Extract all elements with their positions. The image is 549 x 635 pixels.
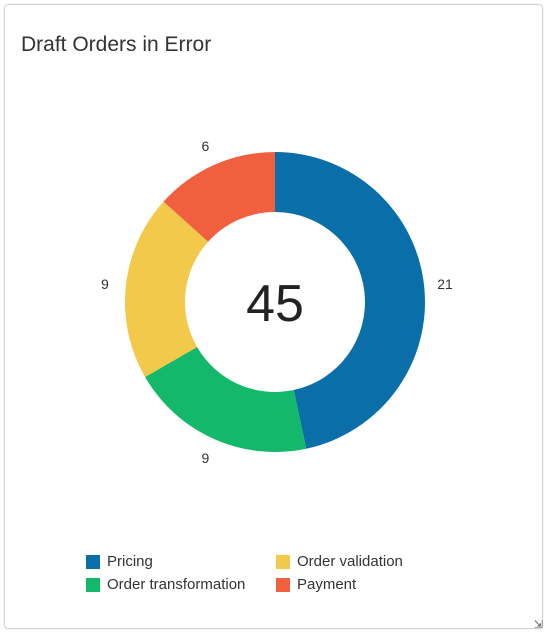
donut-slice-order-validation[interactable]	[124, 201, 209, 377]
chart-card: Draft Orders in Error	[4, 4, 543, 629]
legend-label: Pricing	[107, 553, 153, 570]
donut-slice-payment[interactable]	[163, 152, 275, 242]
donut-slice-pricing[interactable]	[275, 152, 426, 449]
donut-slice-order-transformation[interactable]	[145, 347, 307, 452]
chart-legend: Pricing Order validation Order transform…	[86, 553, 466, 593]
legend-label: Payment	[297, 576, 357, 593]
slice-data-label: 21	[437, 276, 453, 292]
legend-swatch	[86, 577, 100, 592]
resize-grip-icon[interactable]: ⇲	[533, 618, 543, 631]
legend-item-order-validation[interactable]: Order validation	[276, 553, 466, 570]
legend-item-payment[interactable]: Payment	[276, 576, 466, 593]
slice-data-label: 6	[202, 138, 210, 154]
legend-swatch	[86, 554, 100, 569]
slice-data-label: 9	[202, 450, 210, 466]
slice-data-label: 9	[101, 276, 109, 292]
legend-swatch	[276, 577, 290, 592]
legend-item-pricing[interactable]: Pricing	[86, 553, 276, 570]
donut-center-total: 45	[246, 275, 304, 333]
legend-label: Order validation	[297, 553, 403, 570]
card-title: Draft Orders in Error	[21, 33, 212, 56]
legend-item-order-transformation[interactable]: Order transformation	[86, 576, 276, 593]
legend-label: Order transformation	[107, 576, 246, 593]
legend-swatch	[276, 554, 290, 569]
